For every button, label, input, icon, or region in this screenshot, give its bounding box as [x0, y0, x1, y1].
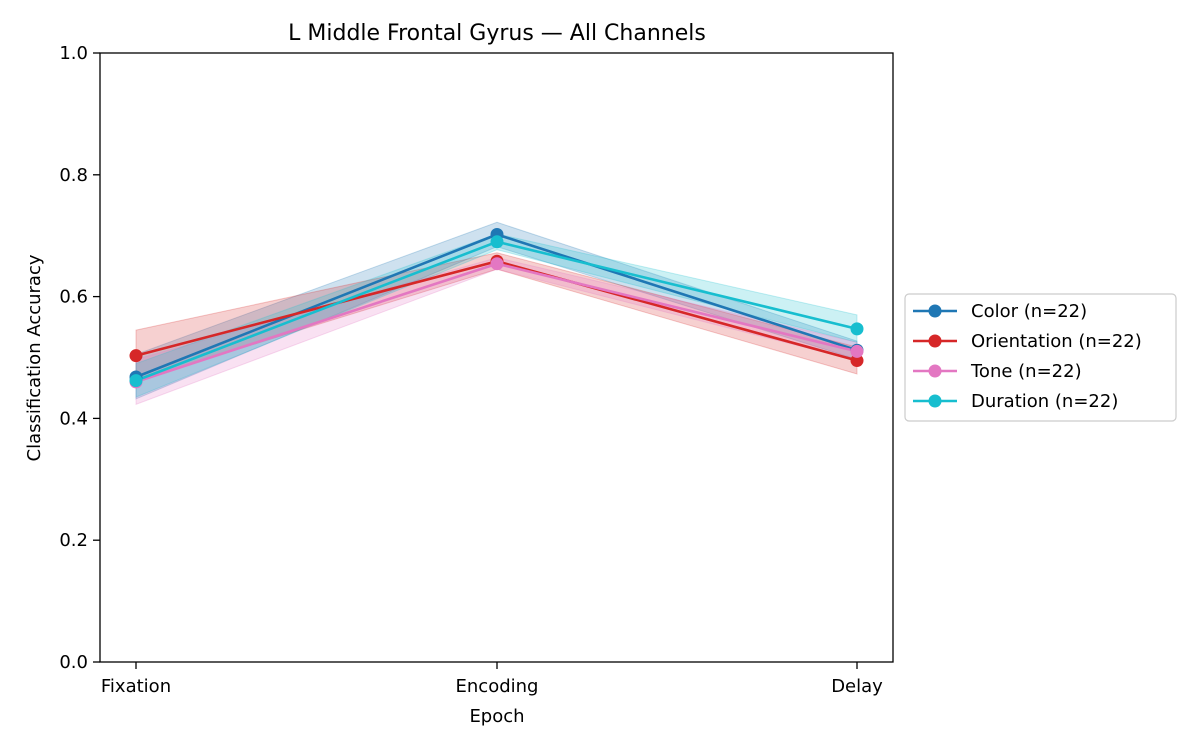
x-tick-label-1: Encoding [456, 676, 539, 697]
legend-item-2-marker [928, 364, 942, 378]
series-3-point-0 [129, 374, 143, 388]
legend-item-3: Duration (n=22) [913, 391, 1118, 412]
legend-item-3-label: Duration (n=22) [971, 391, 1118, 412]
legend-item-2-label: Tone (n=22) [970, 361, 1082, 382]
y-tick-label-4: 0.8 [59, 165, 88, 186]
chart-title: L Middle Frontal Gyrus — All Channels [288, 21, 706, 46]
series-3-point-1 [490, 235, 504, 249]
confidence-bands [135, 221, 858, 406]
series-2-point-1 [490, 257, 504, 271]
y-tick-label-1: 0.2 [59, 530, 88, 551]
x-tick-label-0: Fixation [101, 676, 171, 697]
x-tick-label-2: Delay [831, 676, 883, 697]
x-axis-title: Epoch [469, 706, 524, 727]
series-1-point-2 [850, 354, 864, 368]
legend-item-0-marker [928, 304, 942, 318]
y-tick-label-5: 1.0 [59, 43, 88, 64]
series-1-point-0 [129, 349, 143, 363]
y-axis-title: Classification Accuracy [24, 254, 45, 461]
legend-item-3-marker [928, 394, 942, 408]
y-tick-label-3: 0.6 [59, 287, 88, 308]
legend-item-0: Color (n=22) [913, 301, 1087, 322]
legend-item-0-label: Color (n=22) [971, 301, 1087, 322]
legend-item-1-label: Orientation (n=22) [971, 331, 1142, 352]
series-points [129, 227, 864, 389]
y-tick-label-0: 0.0 [59, 652, 88, 673]
x-axis: Fixation Encoding Delay [101, 662, 883, 697]
series-3-point-2 [850, 322, 864, 336]
legend-item-2: Tone (n=22) [913, 361, 1082, 382]
y-axis: 0.0 0.2 0.4 0.6 0.8 1.0 [59, 43, 100, 673]
legend-item-1: Orientation (n=22) [913, 331, 1142, 352]
series-2-point-2 [850, 344, 864, 358]
legend: Color (n=22) Orientation (n=22) Tone (n=22… [904, 293, 1177, 422]
y-tick-label-2: 0.4 [59, 408, 88, 429]
legend-item-1-marker [928, 334, 942, 348]
legend-frame [904, 293, 1177, 422]
